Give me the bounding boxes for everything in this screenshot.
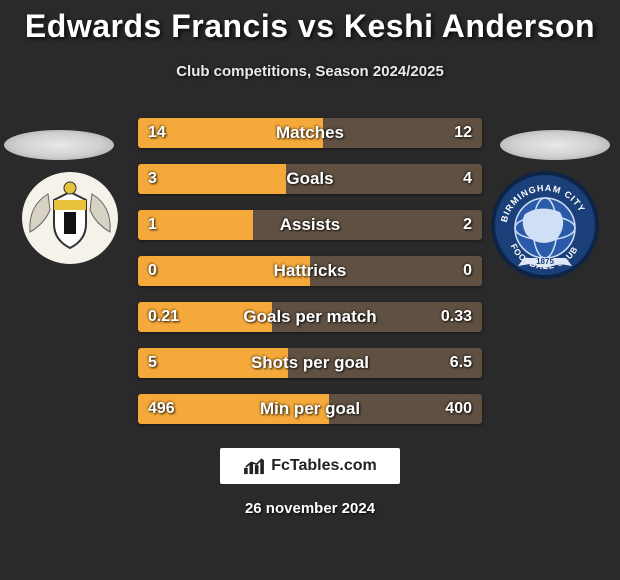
- stat-label: Shots per goal: [138, 348, 482, 378]
- stat-value-left: 1: [148, 210, 157, 240]
- stat-value-right: 4: [463, 164, 472, 194]
- stat-row: Matches14 12: [138, 118, 482, 148]
- stat-label: Assists: [138, 210, 482, 240]
- stat-value-left: 14: [148, 118, 166, 148]
- stat-bars: Matches1412Goals34Assists12Hattricks00Go…: [138, 118, 482, 424]
- stat-label: Min per goal: [138, 394, 482, 424]
- stat-value-right: 12: [454, 118, 472, 148]
- stat-value-left: 3: [148, 164, 157, 194]
- stat-value-right: 400: [445, 394, 472, 424]
- date-label: 26 november 2024: [0, 500, 620, 517]
- bars-icon: [243, 457, 265, 475]
- stat-label: Goals per match: [138, 302, 482, 332]
- stat-label: Goals: [138, 164, 482, 194]
- stat-label: Hattricks: [138, 256, 482, 286]
- page-title: Edwards Francis vs Keshi Anderson: [0, 0, 620, 45]
- stat-row: Goals3 4: [138, 164, 482, 194]
- player-right-shadow: [500, 130, 610, 160]
- stat-value-right: 0: [463, 256, 472, 286]
- club-crest-left: [20, 166, 120, 266]
- svg-text:1875: 1875: [536, 257, 554, 266]
- stat-row: Goals per match0.21 0.33: [138, 302, 482, 332]
- crest-right-svg: BIRMINGHAM CITY FOOTBALL CLUB 1875: [490, 170, 600, 280]
- stat-row: Assists1 2: [138, 210, 482, 240]
- stat-label: Matches: [138, 118, 482, 148]
- stat-value-left: 496: [148, 394, 175, 424]
- stat-value-right: 6.5: [450, 348, 472, 378]
- watermark-text: FcTables.com: [271, 457, 377, 475]
- player-left-shadow: [4, 130, 114, 160]
- crest-left-svg: [20, 166, 120, 266]
- stat-value-left: 0.21: [148, 302, 179, 332]
- stat-row: Hattricks0 0: [138, 256, 482, 286]
- comparison-stage: BIRMINGHAM CITY FOOTBALL CLUB 1875 Match…: [0, 118, 620, 438]
- stat-value-left: 5: [148, 348, 157, 378]
- stat-row: Shots per goal5 6.5: [138, 348, 482, 378]
- page-subtitle: Club competitions, Season 2024/2025: [0, 63, 620, 80]
- club-crest-right: BIRMINGHAM CITY FOOTBALL CLUB 1875: [490, 170, 600, 280]
- stat-value-right: 0.33: [441, 302, 472, 332]
- watermark: FcTables.com: [220, 448, 400, 484]
- stat-row: Min per goal496 400: [138, 394, 482, 424]
- stat-value-right: 2: [463, 210, 472, 240]
- stat-value-left: 0: [148, 256, 157, 286]
